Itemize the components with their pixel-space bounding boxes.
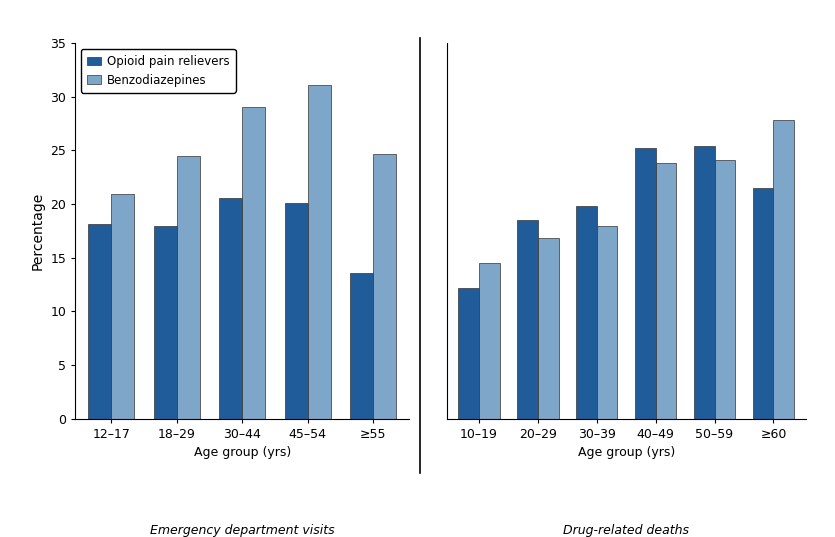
Bar (307, 85, 331, 419)
Bar (154, 226, 177, 419)
Bar (220, 198, 242, 419)
Bar (89, 224, 111, 419)
Bar (753, 188, 773, 419)
Bar (635, 148, 655, 419)
Bar (479, 263, 499, 419)
Text: Drug-related deaths: Drug-related deaths (564, 524, 689, 537)
Bar (458, 288, 479, 419)
Bar (655, 163, 676, 419)
Legend: Opioid pain relievers, Benzodiazepines: Opioid pain relievers, Benzodiazepines (81, 49, 235, 92)
Y-axis label: Percentage: Percentage (31, 192, 45, 270)
Bar (597, 226, 617, 419)
Bar (242, 107, 265, 419)
Bar (285, 203, 307, 419)
Bar (773, 120, 794, 419)
Bar (694, 146, 715, 419)
X-axis label: Age group (yrs): Age group (yrs) (194, 446, 291, 460)
Bar (177, 156, 200, 419)
Bar (715, 160, 735, 419)
Bar (350, 273, 373, 419)
Bar (538, 238, 559, 419)
Bar (373, 154, 396, 419)
Bar (111, 194, 134, 419)
Text: Emergency department visits: Emergency department visits (149, 524, 335, 537)
Bar (576, 206, 597, 419)
Bar (518, 220, 538, 419)
X-axis label: Age group (yrs): Age group (yrs) (578, 446, 675, 460)
